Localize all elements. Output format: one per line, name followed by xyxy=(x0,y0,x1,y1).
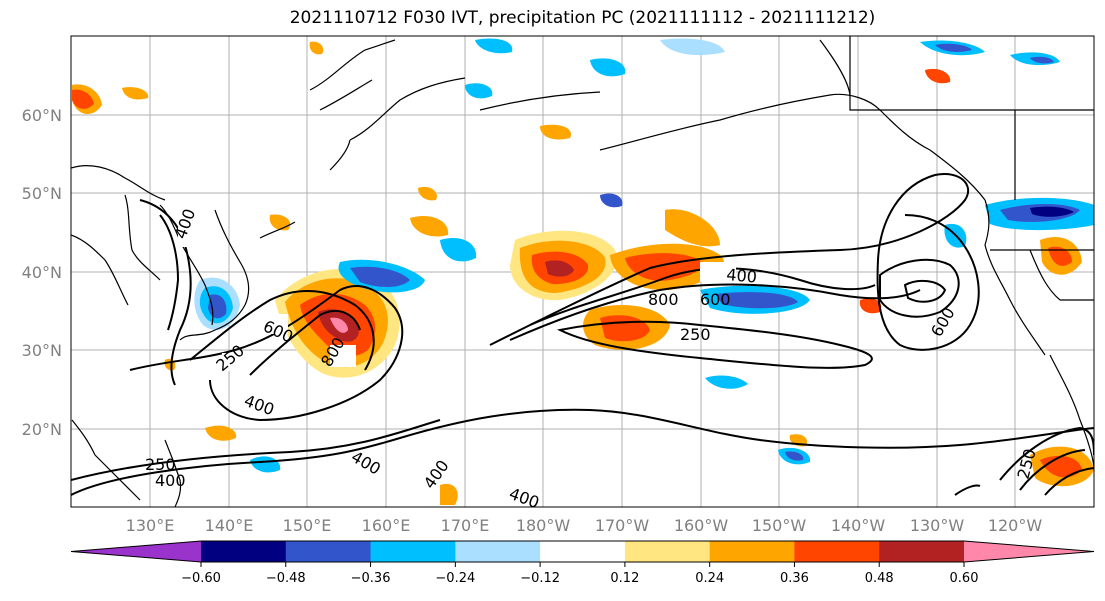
lat-label: 30°N xyxy=(22,341,62,360)
lon-label: 180°W xyxy=(516,516,571,535)
colorbar-tick-label: −0.36 xyxy=(351,571,391,586)
colorbar-tick-label: 0.36 xyxy=(780,571,809,586)
map-frame xyxy=(70,35,1095,508)
contour-label: 250 xyxy=(145,455,176,474)
contour-label: 400 xyxy=(155,471,186,490)
colorbar-segment xyxy=(455,541,541,562)
contour-label: 800 xyxy=(648,290,679,309)
lon-label: 120°W xyxy=(988,516,1043,535)
colorbar-tick-label: −0.60 xyxy=(181,571,221,586)
colorbar-segment xyxy=(370,541,456,562)
ivt-contours xyxy=(71,173,1094,496)
coastlines xyxy=(71,36,1094,507)
latitude-labels: 60°N 50°N 40°N 30°N 20°N xyxy=(22,106,62,439)
lat-label: 50°N xyxy=(22,184,62,203)
map-title: 2021110712 F030 IVT, precipitation PC (2… xyxy=(289,8,876,28)
colorbar-tick-label: 0.24 xyxy=(695,571,724,586)
colorbar-segment xyxy=(540,541,626,562)
lat-label: 40°N xyxy=(22,263,62,282)
contour-label: 600 xyxy=(700,290,731,309)
precip-positive-shading xyxy=(72,41,1094,505)
colorbar: −0.60 −0.48 −0.36 −0.24 −0.12 0.12 0.24 0.36 0.4… xyxy=(70,540,1095,586)
colorbar-extend-low xyxy=(71,541,201,562)
lon-label: 170°E xyxy=(441,516,490,535)
lon-label: 140°W xyxy=(831,516,886,535)
contour-label: 250 xyxy=(680,325,711,344)
lon-label: 150°E xyxy=(283,516,332,535)
colorbar-segment xyxy=(285,541,372,562)
longitude-labels: 130°E 140°E 150°E 160°E 170°E 180°W 170°… xyxy=(126,516,1043,535)
precip-negative-shading xyxy=(194,38,1094,473)
colorbar-segment xyxy=(794,541,880,562)
contour-label: 400 xyxy=(726,265,758,287)
colorbar-tick-label: −0.12 xyxy=(520,571,560,586)
lon-label: 160°E xyxy=(362,516,411,535)
colorbar-segment xyxy=(879,541,965,562)
lon-label: 130°W xyxy=(910,516,965,535)
colorbar-tick-label: −0.48 xyxy=(266,571,306,586)
colorbar-tick-label: 0.12 xyxy=(610,571,639,586)
lon-label: 130°E xyxy=(126,516,175,535)
colorbar-tick-label: −0.24 xyxy=(435,571,475,586)
colorbar-segment xyxy=(624,541,711,562)
lat-label: 20°N xyxy=(22,420,62,439)
lat-label: 60°N xyxy=(22,106,62,125)
lon-label: 160°W xyxy=(674,516,729,535)
colorbar-segment xyxy=(709,541,795,562)
lon-label: 150°W xyxy=(752,516,807,535)
colorbar-tick-label: 0.60 xyxy=(950,571,979,586)
colorbar-tick-label: 0.48 xyxy=(865,571,894,586)
colorbar-segment xyxy=(201,541,287,562)
lon-label: 140°E xyxy=(205,516,254,535)
colorbar-extend-high xyxy=(964,541,1094,562)
lon-label: 170°W xyxy=(595,516,650,535)
